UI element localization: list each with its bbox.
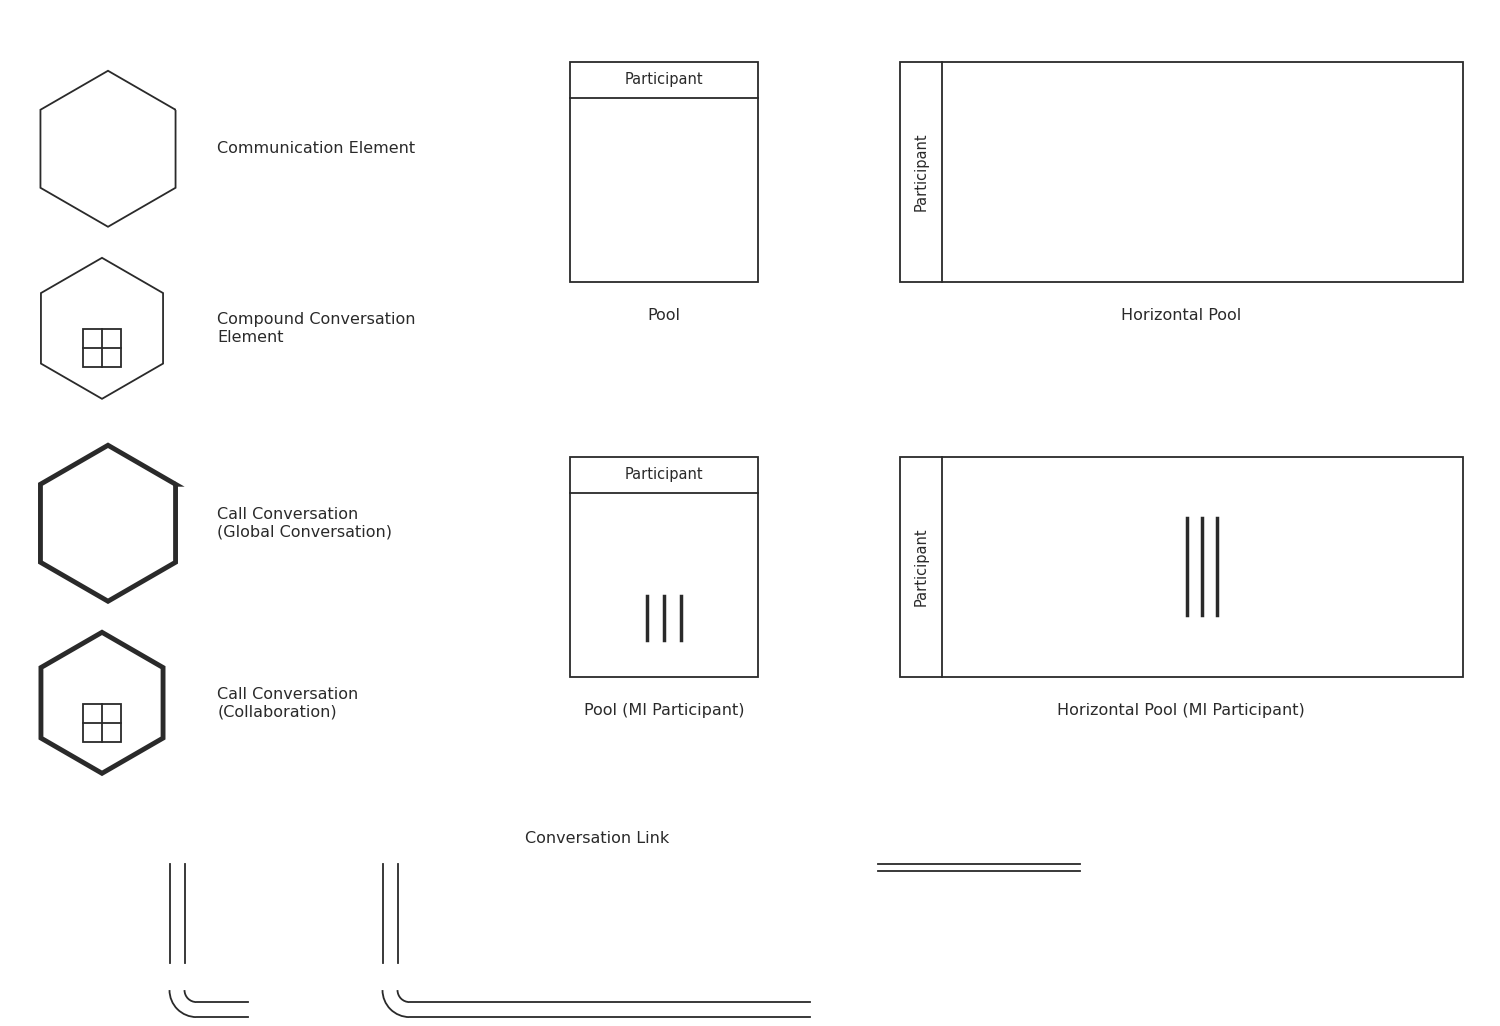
- Text: Horizontal Pool (MI Participant): Horizontal Pool (MI Participant): [1058, 703, 1305, 718]
- Text: Pool: Pool: [648, 308, 680, 323]
- Bar: [82, 704, 122, 742]
- Text: Call Conversation
(Global Conversation): Call Conversation (Global Conversation): [217, 507, 393, 540]
- Bar: [900, 457, 1462, 677]
- Bar: [570, 457, 758, 677]
- Text: Compound Conversation
Element: Compound Conversation Element: [217, 312, 416, 345]
- Text: Conversation Link: Conversation Link: [525, 831, 669, 846]
- Text: Horizontal Pool: Horizontal Pool: [1120, 308, 1242, 323]
- Text: Participant: Participant: [914, 132, 928, 211]
- Bar: [82, 329, 122, 367]
- Text: Participant: Participant: [624, 72, 704, 87]
- Text: Participant: Participant: [914, 527, 928, 606]
- Bar: [900, 62, 1462, 282]
- Text: Participant: Participant: [624, 467, 704, 482]
- Text: Pool (MI Participant): Pool (MI Participant): [584, 703, 744, 718]
- Text: Call Conversation
(Collaboration): Call Conversation (Collaboration): [217, 686, 358, 719]
- Text: Communication Element: Communication Element: [217, 142, 416, 156]
- Bar: [570, 62, 758, 282]
